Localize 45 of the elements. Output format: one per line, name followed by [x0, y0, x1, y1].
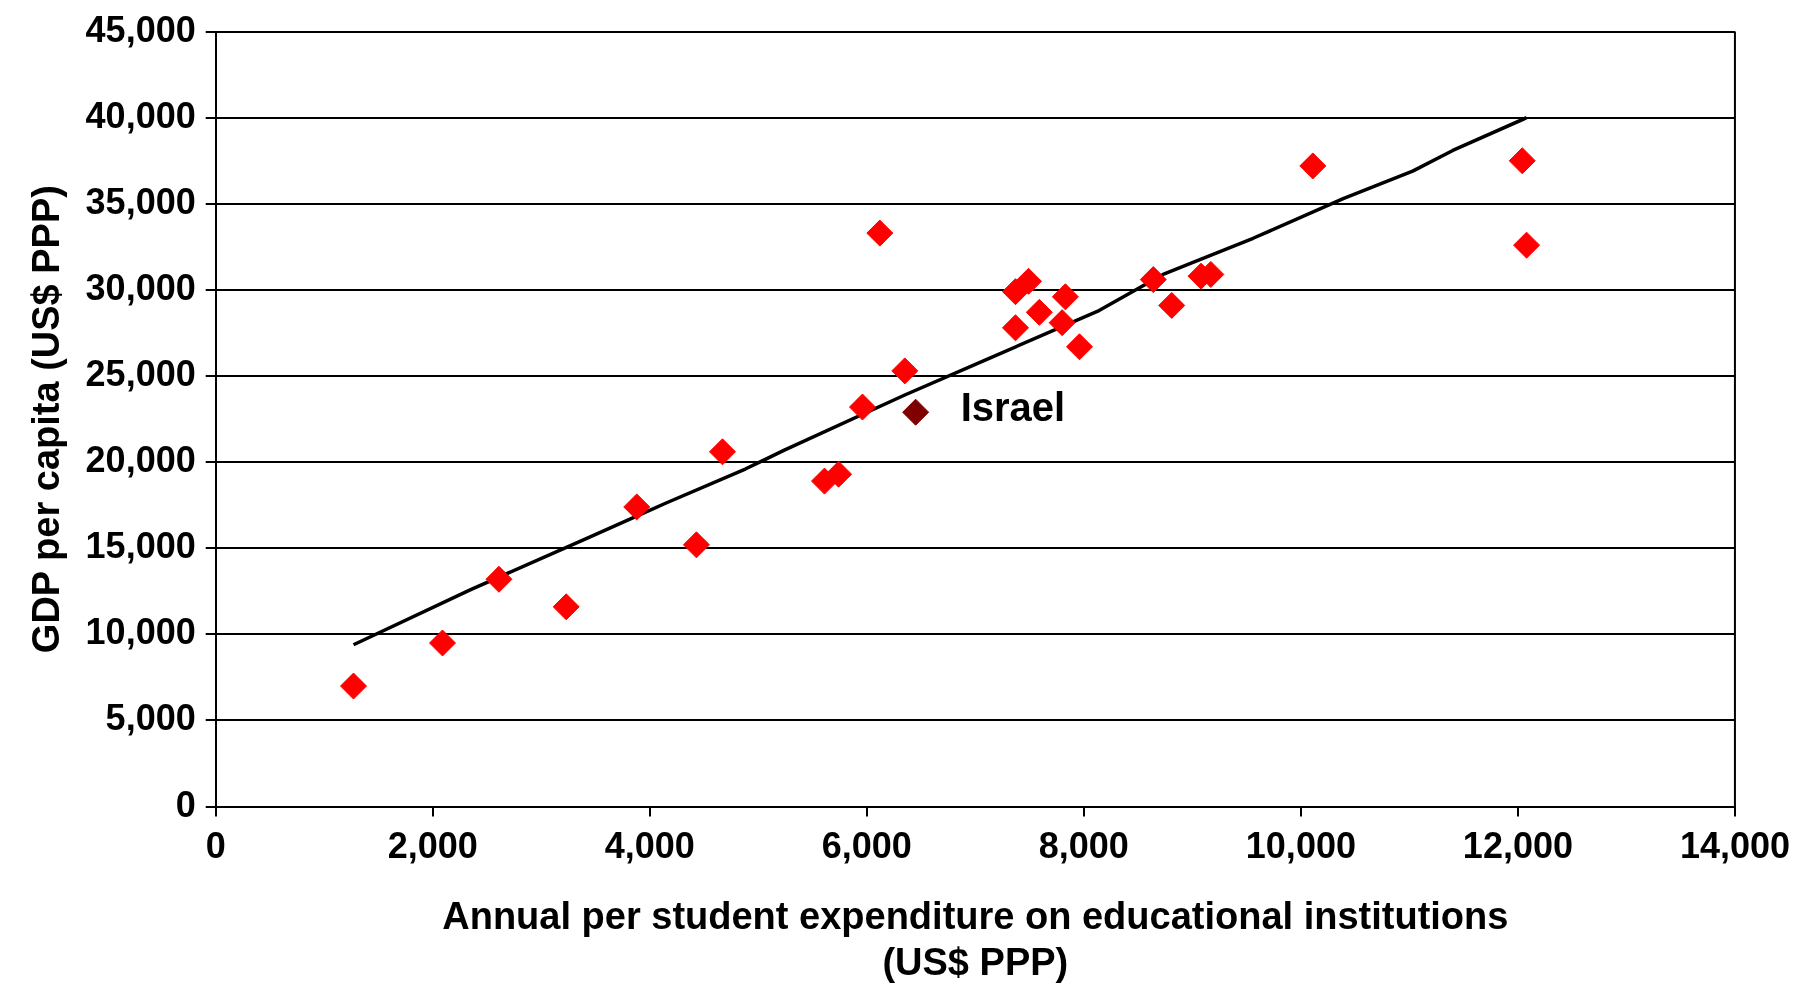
x-tick-label: 8,000: [1038, 825, 1129, 867]
point: [1158, 291, 1186, 319]
point: [1015, 267, 1042, 295]
point: [340, 672, 368, 700]
y-tick-label: 5,000: [105, 697, 196, 739]
y-tick-label: 25,000: [85, 352, 196, 394]
point: [552, 593, 580, 621]
x-tick-label: 12,000: [1462, 825, 1573, 867]
point: [1139, 266, 1167, 294]
point: [485, 565, 513, 593]
x-tick-label: 6,000: [821, 825, 912, 867]
x-axis-title: Annual per student expenditure on educational institutions (US$ PPP): [442, 895, 1509, 983]
x-tick-label: 0: [205, 825, 226, 867]
point: [682, 531, 710, 559]
point: [825, 460, 853, 488]
x-tick-label: 10,000: [1245, 825, 1356, 867]
point: [891, 357, 919, 385]
y-tick-label: 40,000: [85, 94, 196, 136]
x-tick-label: 14,000: [1679, 825, 1790, 867]
point: [1001, 278, 1029, 306]
point: [429, 629, 457, 657]
point: [848, 393, 876, 421]
y-tick-label: 30,000: [85, 266, 196, 308]
point: [1051, 283, 1079, 311]
y-tick-label: 0: [175, 783, 196, 825]
point: [1048, 309, 1076, 337]
point: [623, 493, 651, 521]
point: [1001, 314, 1029, 342]
point: [1066, 333, 1093, 361]
y-tick-label: 20,000: [85, 439, 196, 481]
point: [1025, 298, 1053, 326]
point: [866, 219, 894, 247]
y-tick-label: 35,000: [85, 180, 196, 222]
x-tick-label: 2,000: [387, 825, 478, 867]
x-tick-label: 4,000: [604, 825, 695, 867]
point: [1513, 231, 1541, 259]
point: [1299, 152, 1327, 180]
y-tick-label: 45,000: [85, 8, 196, 50]
point: [902, 398, 930, 426]
y-axis-title: GDP per capita (US$ PPP): [25, 185, 68, 654]
point: [1508, 147, 1536, 175]
y-tick-label: 10,000: [85, 611, 196, 653]
point: [708, 438, 736, 466]
y-tick-label: 15,000: [85, 525, 196, 567]
annotation: Israel: [960, 385, 1066, 430]
